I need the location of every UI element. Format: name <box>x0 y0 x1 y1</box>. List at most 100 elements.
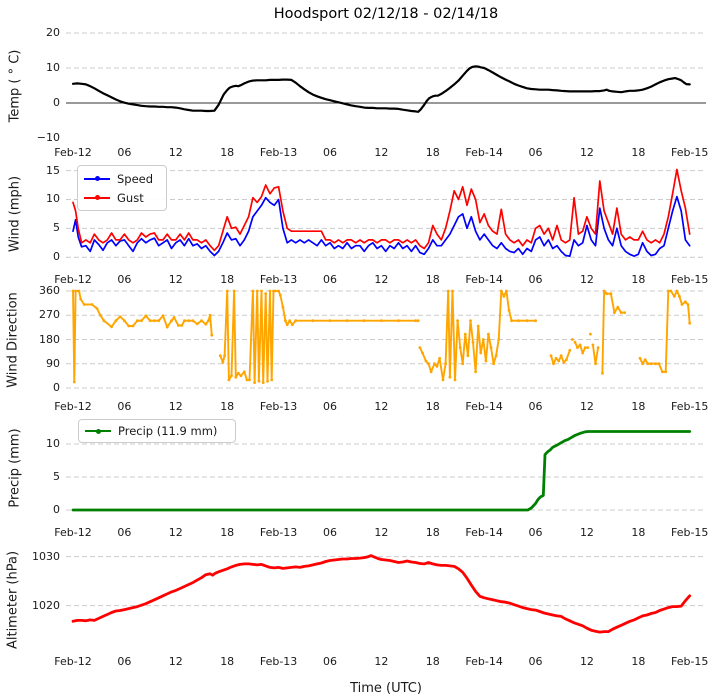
direction-marker <box>148 319 152 323</box>
y-tick-label: 20 <box>46 26 60 39</box>
direction-marker <box>284 319 287 323</box>
legend-label: Speed <box>117 171 154 186</box>
direction-marker <box>562 361 566 364</box>
direction-marker <box>230 374 233 378</box>
x-tick-label: 18 <box>631 400 646 413</box>
temp-series-line <box>71 65 691 113</box>
x-tick-label: 12 <box>374 655 389 668</box>
direction-marker <box>458 346 462 349</box>
direction-marker <box>207 319 210 323</box>
direction-marker <box>245 378 249 382</box>
direction-marker <box>589 332 592 336</box>
legend-marker-dot <box>95 176 100 181</box>
x-tick-label: 18 <box>425 146 440 159</box>
direction-marker <box>255 289 259 293</box>
direction-marker <box>270 378 274 382</box>
direction-marker <box>654 362 657 366</box>
direction-marker <box>669 289 673 293</box>
x-tick-label: 12 <box>168 146 183 159</box>
x-tick-label: Feb-12 <box>54 273 92 286</box>
direction-marker <box>476 324 480 328</box>
direction-marker <box>623 311 626 314</box>
x-tick-label: 18 <box>220 146 235 159</box>
direction-marker <box>140 319 143 323</box>
x-tick-label: Feb-13 <box>259 655 298 668</box>
direction-marker <box>99 313 102 317</box>
direction-marker <box>135 319 139 323</box>
direction-marker <box>248 378 251 382</box>
x-tick-label: 12 <box>579 146 594 159</box>
direction-marker <box>686 303 690 306</box>
direction-marker <box>102 319 106 323</box>
x-tick-label: 12 <box>168 655 183 668</box>
x-tick-label: 12 <box>374 146 389 159</box>
x-tick-label: Feb-14 <box>465 273 503 286</box>
direction-marker <box>568 348 572 352</box>
y-tick-label: 1020 <box>32 598 60 612</box>
direction-marker <box>517 319 520 323</box>
direction-marker <box>288 319 292 323</box>
direction-marker <box>609 292 613 296</box>
direction-marker <box>223 354 227 358</box>
direction-marker <box>487 332 490 336</box>
y-tick-label: 360 <box>39 284 60 298</box>
direction-marker <box>578 343 582 347</box>
x-tick-label: 18 <box>425 400 440 413</box>
x-tick-label: Feb-15 <box>670 146 709 159</box>
direction-marker <box>448 375 452 379</box>
legend-entry: Speed <box>84 169 158 188</box>
x-tick-label: Feb-12 <box>54 655 92 668</box>
direction-marker <box>277 289 280 293</box>
direction-marker <box>200 319 203 323</box>
direction-marker <box>285 323 289 327</box>
x-tick-label: 12 <box>374 526 389 539</box>
x-tick-label: 06 <box>322 273 337 286</box>
y-tick-label: 90 <box>46 356 60 370</box>
direction-marker <box>638 356 642 360</box>
x-tick-label: 12 <box>168 400 183 413</box>
direction-marker <box>208 313 212 317</box>
x-tick-label: 18 <box>220 400 235 413</box>
direction-marker <box>131 324 135 328</box>
legend-wind: Speed Gust <box>77 165 167 211</box>
x-tick-label: Feb-13 <box>259 273 298 286</box>
direction-marker <box>586 346 590 349</box>
direction-marker <box>153 319 156 323</box>
direction-marker <box>559 354 563 358</box>
x-tick-label: 18 <box>631 526 646 539</box>
direction-marker <box>435 365 439 368</box>
x-tick-label: 12 <box>168 526 183 539</box>
x-tick-label: Feb-12 <box>54 400 92 413</box>
direction-marker <box>492 362 495 366</box>
precip-series-line <box>71 430 692 512</box>
direction-marker <box>576 346 579 349</box>
direction-marker <box>474 370 477 374</box>
direction-marker <box>534 319 537 323</box>
direction-marker <box>210 333 214 337</box>
direction-marker <box>453 378 457 382</box>
x-tick-label: 12 <box>168 273 183 286</box>
direction-marker <box>144 314 148 318</box>
gust-series-line <box>72 168 691 252</box>
direction-marker <box>646 362 650 366</box>
direction-marker <box>643 358 647 362</box>
direction-marker <box>72 380 76 384</box>
direction-marker <box>236 371 240 375</box>
x-tick-label: 06 <box>528 655 543 668</box>
y-tick-label: 5 <box>53 470 60 483</box>
direction-marker <box>328 319 332 323</box>
y-axis-label-temp: Temp ( ° C) <box>7 49 23 122</box>
direction-marker <box>418 346 422 349</box>
direction-marker <box>444 362 447 366</box>
y-tick-label: 0 <box>53 96 60 109</box>
direction-marker <box>581 351 585 355</box>
direction-marker <box>549 354 553 358</box>
direction-marker <box>596 346 600 349</box>
direction-marker <box>469 319 472 323</box>
x-tick-label: Feb-14 <box>465 526 503 539</box>
direction-marker <box>678 295 681 298</box>
direction-marker <box>278 293 282 297</box>
legend-label: Gust <box>117 190 144 205</box>
direction-marker <box>71 289 75 293</box>
y-tick-label: 1030 <box>32 549 60 563</box>
